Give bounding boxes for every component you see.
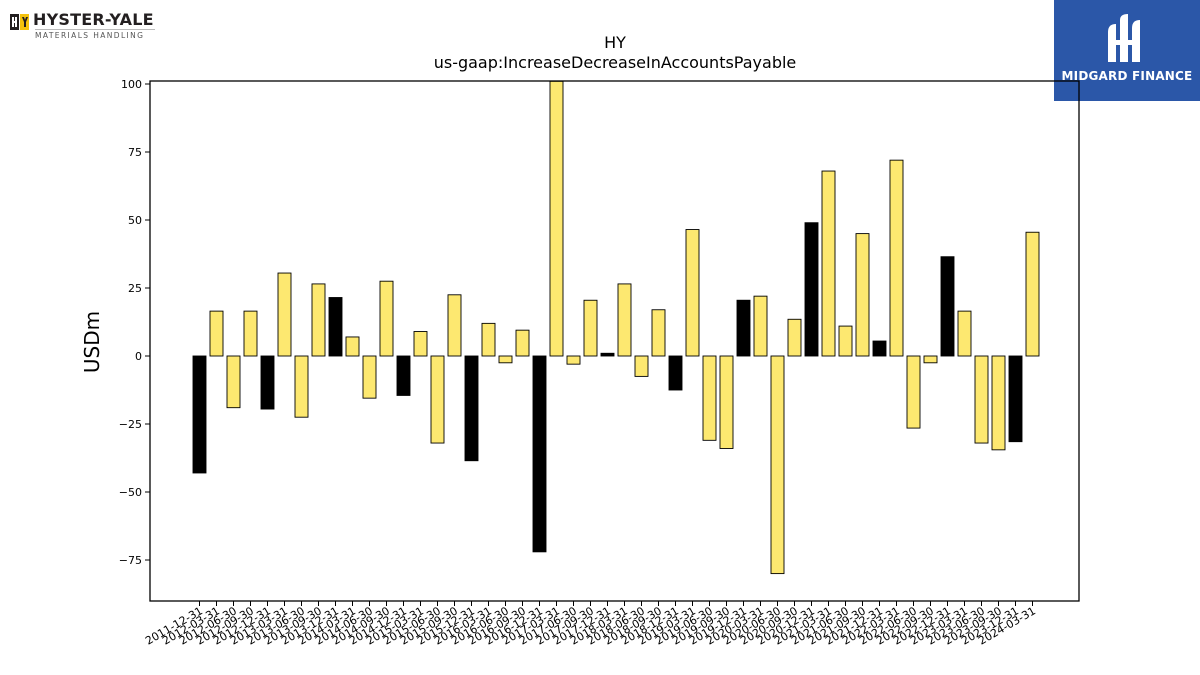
y-tick-label: 50 bbox=[128, 214, 142, 227]
bar-2019-12-31 bbox=[736, 299, 751, 357]
bar-2015-03-31 bbox=[413, 331, 428, 357]
bar-2017-09-30 bbox=[583, 299, 598, 357]
bar-2017-06-30 bbox=[566, 355, 581, 365]
y-tick-label: −50 bbox=[119, 486, 142, 499]
bar-2014-06-30 bbox=[362, 355, 377, 399]
bar-2016-09-30 bbox=[515, 329, 530, 357]
bar-2020-09-30 bbox=[787, 318, 802, 357]
bar-2022-12-31 bbox=[940, 256, 955, 357]
plot-frame bbox=[149, 80, 1080, 602]
bar-2023-12-31 bbox=[1008, 355, 1023, 443]
midgard-finance-logo-mark-icon bbox=[1108, 14, 1140, 62]
bar-2016-06-30 bbox=[498, 355, 513, 364]
midgard-finance-logo-name: MIDGARD FINANCE bbox=[1061, 69, 1193, 83]
bar-2011-12-31 bbox=[192, 355, 207, 474]
bar-2018-06-30 bbox=[634, 355, 649, 377]
bar-2022-09-30 bbox=[923, 355, 938, 364]
bar-2015-09-30 bbox=[447, 294, 462, 357]
bar-2013-12-31 bbox=[328, 297, 343, 357]
bar-2018-12-31 bbox=[668, 355, 683, 391]
y-tick-label: −25 bbox=[119, 418, 142, 431]
bar-2024-03-31 bbox=[1025, 231, 1040, 357]
chart-title-line1: HY bbox=[604, 33, 626, 52]
y-tick-label: 0 bbox=[135, 350, 142, 363]
x-axis: 2011-12-312012-03-312012-06-302012-09-30… bbox=[143, 601, 1038, 648]
bar-2018-03-31 bbox=[617, 283, 632, 357]
bar-2013-06-30 bbox=[294, 355, 309, 418]
bar-2023-09-30 bbox=[991, 355, 1006, 451]
bar-2023-03-31 bbox=[957, 310, 972, 357]
midgard-finance-logo: MIDGARD FINANCE bbox=[1054, 0, 1200, 101]
bar-2015-06-30 bbox=[430, 355, 445, 444]
bar-2020-06-30 bbox=[770, 355, 785, 575]
chart-title-line2: us-gaap:IncreaseDecreaseInAccountsPayabl… bbox=[434, 53, 797, 72]
bars-group bbox=[192, 80, 1040, 575]
hyster-yale-logo-name: HYSTER-YALE bbox=[33, 10, 154, 29]
bar-2014-12-31 bbox=[396, 355, 411, 396]
bar-2021-12-31 bbox=[872, 340, 887, 357]
bar-2021-06-30 bbox=[838, 325, 853, 357]
bar-2016-03-31 bbox=[481, 322, 496, 357]
y-tick-label: −75 bbox=[119, 554, 142, 567]
y-axis: 100 75 50 25 0 −25 −50 −75 bbox=[119, 78, 150, 567]
bar-2012-06-30 bbox=[226, 355, 241, 409]
bar-2014-09-30 bbox=[379, 280, 394, 357]
bar-2023-06-30 bbox=[974, 355, 989, 444]
bar-2012-09-30 bbox=[243, 310, 258, 357]
bar-2020-03-31 bbox=[753, 295, 768, 357]
bar-2014-03-31 bbox=[345, 336, 360, 357]
y-axis-label: USDm bbox=[80, 311, 104, 373]
bar-2022-03-31 bbox=[889, 159, 904, 357]
bar-2021-03-31 bbox=[821, 170, 836, 357]
bar-2013-03-31 bbox=[277, 272, 292, 357]
bar-2018-09-30 bbox=[651, 309, 666, 357]
y-tick-label: 25 bbox=[128, 282, 142, 295]
bar-2020-12-31 bbox=[804, 222, 819, 357]
y-tick-label: 75 bbox=[128, 146, 142, 159]
hyster-yale-logo: HYSTER-YALE MATERIALS HANDLING bbox=[8, 10, 158, 44]
bar-2017-03-31 bbox=[549, 80, 564, 357]
bar-2012-12-31 bbox=[260, 355, 275, 410]
bar-2022-06-30 bbox=[906, 355, 921, 429]
bar-2019-06-30 bbox=[702, 355, 717, 441]
bar-2021-09-30 bbox=[855, 233, 870, 357]
bar-2017-12-31 bbox=[600, 352, 615, 357]
y-tick-label: 100 bbox=[121, 78, 142, 91]
bar-2019-09-30 bbox=[719, 355, 734, 449]
hyster-yale-logo-divider bbox=[35, 29, 155, 30]
bar-2016-12-31 bbox=[532, 355, 547, 553]
bar-2012-03-31 bbox=[209, 310, 224, 357]
hyster-yale-logo-subtitle: MATERIALS HANDLING bbox=[35, 31, 145, 40]
hyster-yale-logo-mark-icon bbox=[10, 14, 29, 30]
bar-2019-03-31 bbox=[685, 229, 700, 357]
bar-2015-12-31 bbox=[464, 355, 479, 462]
bar-2013-09-30 bbox=[311, 283, 326, 357]
